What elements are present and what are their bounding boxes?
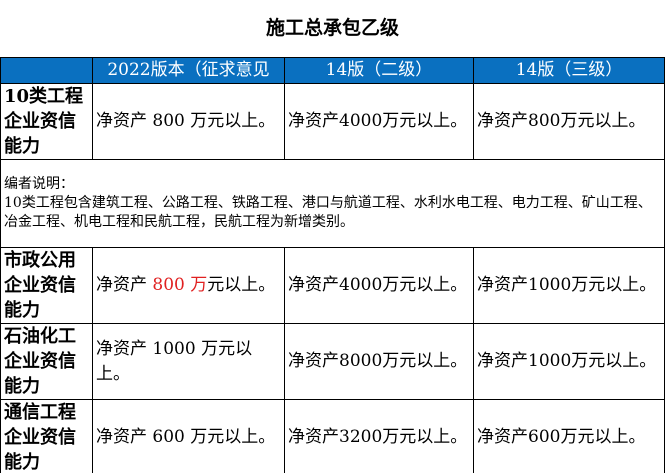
header-cell: 14版（三级） — [472, 57, 666, 84]
note-heading: 编者说明： — [4, 176, 74, 192]
header-cell — [0, 57, 93, 84]
cell: 净资产3200万元以上。 — [284, 399, 474, 473]
editor-note: 编者说明： 10类工程包含建筑工程、公路工程、铁路工程、港口与航道工程、水利水电… — [0, 159, 666, 248]
cell: 净资产4000万元以上。 — [284, 83, 474, 160]
header-cell: 14版（二级） — [284, 57, 474, 84]
cell: 净资产 800 万元以上。 — [92, 83, 285, 160]
highlighted-value: 800 万 — [152, 275, 208, 295]
header-cell: 2022版本（征求意见 — [92, 57, 285, 84]
row-label: 石油化工企业资信能力 — [0, 323, 93, 400]
cell: 净资产 800 万元以上。 — [92, 247, 285, 324]
cell: 净资产1000万元以上。 — [472, 323, 666, 400]
cell-text: 净资产 — [96, 275, 153, 295]
row-label: 通信工程企业资信能力 — [0, 399, 93, 473]
table-row: 石油化工企业资信能力 净资产 1000 万元以上。 净资产8000万元以上。 净… — [0, 323, 666, 400]
table-row: 10类工程企业资信能力 净资产 800 万元以上。 净资产4000万元以上。 净… — [0, 83, 666, 160]
cell: 净资产800万元以上。 — [472, 83, 666, 160]
cell: 净资产1000万元以上。 — [472, 247, 666, 324]
row-label: 市政公用企业资信能力 — [0, 247, 93, 324]
table-row: 通信工程企业资信能力 净资产 600 万元以上。 净资产3200万元以上。 净资… — [0, 399, 666, 473]
cell: 净资产600万元以上。 — [472, 399, 666, 473]
row-label: 10类工程企业资信能力 — [0, 83, 93, 160]
table-title: 施工总承包乙级 — [0, 0, 665, 58]
cell: 净资产 600 万元以上。 — [92, 399, 285, 473]
header-row: 2022版本（征求意见 14版（二级） 14版（三级） — [0, 57, 666, 84]
cell-text: 元以上。 — [207, 275, 276, 295]
table-row: 市政公用企业资信能力 净资产 800 万元以上。 净资产4000万元以上。 净资… — [0, 247, 666, 324]
cell: 净资产8000万元以上。 — [284, 323, 474, 400]
cell: 净资产4000万元以上。 — [284, 247, 474, 324]
note-text: 10类工程包含建筑工程、公路工程、铁路工程、港口与航道工程、水利水电工程、电力工… — [4, 195, 652, 230]
cell: 净资产 1000 万元以上。 — [92, 323, 285, 400]
